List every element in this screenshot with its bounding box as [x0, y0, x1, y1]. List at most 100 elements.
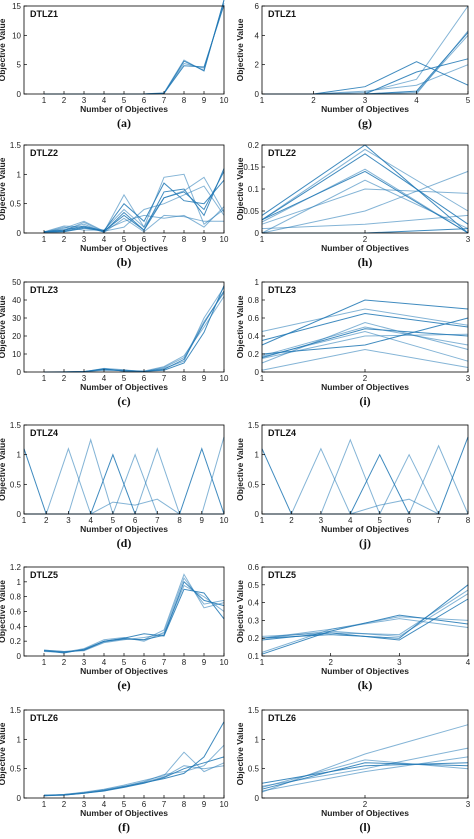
series-line-2 [261, 747, 469, 787]
y-tick-label: 4 [255, 31, 260, 40]
x-tick-label: 9 [202, 658, 207, 667]
y-tick-label: 1 [17, 578, 22, 587]
x-tick-label: 2 [363, 235, 368, 244]
y-tick-label: 2 [255, 61, 260, 70]
x-tick-label: 2 [62, 235, 67, 244]
chart-panel-3: 1 2 3 4 5 6 7 8 9 10 0 0.5 1 1.5 DTLZ2 Number of Object… [0, 141, 229, 269]
series-line-4 [44, 285, 225, 373]
y-tick-label: 0.6 [248, 563, 260, 572]
series-line-8 [261, 170, 469, 234]
panel-title: DTLZ1 [30, 9, 58, 19]
series-line-3 [261, 326, 469, 357]
x-tick-label: 6 [133, 516, 138, 525]
x-axis-label: Number of Objectives [80, 243, 168, 253]
y-tick-label: 0.5 [10, 765, 22, 774]
x-tick-label: 6 [142, 374, 147, 383]
series-line-2 [262, 34, 469, 95]
y-tick-label: 1.5 [10, 141, 22, 150]
y-tick-label: 0.4 [248, 599, 260, 608]
y-tick-label: 5 [17, 61, 22, 70]
plot-frame [261, 424, 469, 515]
x-tick-label: 6 [142, 235, 147, 244]
y-tick-label: 0.6 [248, 314, 260, 323]
y-axis-label: Objective Value [235, 157, 245, 220]
y-tick-label: 0.4 [248, 332, 260, 341]
y-tick-label: 1.5 [10, 706, 22, 715]
x-tick-label: 7 [162, 96, 167, 105]
series-line-9 [261, 321, 469, 364]
x-tick-label: 6 [142, 800, 147, 809]
series-line-6 [261, 188, 469, 225]
series-line-2 [43, 744, 225, 796]
x-tick-label: 5 [122, 800, 127, 809]
plot-frame [23, 144, 225, 234]
series-line-4 [262, 453, 468, 515]
series-line-8 [43, 176, 225, 233]
y-tick-label: 0.6 [10, 608, 22, 617]
x-tick-label: 3 [82, 96, 87, 105]
chart-panel-11: 1 2 3 4 5 6 7 8 9 10 0 0.5 1 1.5 DTLZ6 Number of Object… [0, 706, 229, 834]
y-tick-label: 50 [12, 278, 21, 287]
x-tick-label: 2 [328, 658, 333, 667]
panel-title: DTLZ3 [30, 285, 58, 295]
y-tick-label: 1 [17, 735, 22, 744]
chart-panel-9: 1 2 3 4 5 6 7 8 9 10 0 0.2 0.4 0.6 0.8 1 1.2 DTLZ5 Number … [0, 563, 229, 692]
y-axis-label: Objective Value [0, 580, 7, 643]
y-axis-label: Objective Value [235, 580, 245, 643]
x-tick-label: 2 [62, 96, 67, 105]
panel-title: DTLZ5 [268, 570, 296, 580]
x-tick-label: 6 [142, 658, 147, 667]
x-tick-label: 3 [466, 235, 471, 244]
y-tick-label: 0.5 [248, 581, 260, 590]
x-tick-label: 2 [363, 374, 368, 383]
panel-title: DTLZ4 [30, 428, 58, 438]
y-tick-label: 0 [17, 510, 22, 519]
x-axis-label: Number of Objectives [321, 104, 409, 114]
x-tick-label: 4 [102, 658, 107, 667]
y-tick-label: 0 [17, 368, 22, 377]
series-line-3 [262, 5, 469, 95]
x-tick-label: 3 [82, 374, 87, 383]
x-tick-label: 8 [182, 96, 187, 105]
x-tick-label: 1 [260, 96, 265, 105]
x-axis-label: Number of Objectives [321, 666, 409, 676]
panel-caption: (f) [118, 820, 130, 834]
x-tick-label: 2 [311, 96, 316, 105]
panel-caption: (g) [358, 116, 372, 130]
series-line-2 [261, 330, 469, 362]
y-tick-label: 0.1 [248, 185, 260, 194]
x-tick-label: 4 [348, 516, 353, 525]
x-tick-label: 1 [260, 516, 265, 525]
series-line-4 [261, 762, 469, 784]
x-tick-label: 1 [260, 658, 265, 667]
x-tick-label: 7 [436, 516, 441, 525]
x-tick-label: 5 [122, 96, 127, 105]
x-tick-label: 2 [62, 374, 67, 383]
series-line-2 [261, 168, 469, 234]
series-line-3 [261, 724, 469, 793]
chart-panel-5: 1 2 3 4 5 6 7 8 9 10 0 10 20 30 40 50 DTLZ3 Number of Obj… [0, 278, 229, 408]
series-line-1 [43, 171, 225, 233]
chart-panel-6: 1 2 3 0 0.2 0.4 0.6 0.8 1 DTLZ3 Number of Objectiv… [235, 278, 471, 408]
y-tick-label: 1 [255, 735, 260, 744]
x-tick-label: 9 [202, 800, 207, 809]
x-tick-label: 2 [62, 658, 67, 667]
series-line-6 [24, 447, 224, 515]
y-tick-label: 0.8 [248, 296, 260, 305]
y-tick-label: 0.15 [243, 163, 259, 172]
y-tick-label: 0.2 [10, 637, 22, 646]
series-line-5 [261, 616, 469, 653]
series-line-3 [43, 577, 225, 653]
x-tick-label: 8 [182, 800, 187, 809]
series-line-5 [261, 759, 469, 788]
x-tick-label: 3 [66, 516, 71, 525]
x-tick-label: 5 [122, 658, 127, 667]
x-tick-label: 4 [102, 235, 107, 244]
x-axis-label: Number of Objectives [80, 524, 168, 534]
x-tick-label: 7 [162, 658, 167, 667]
series-line-2 [24, 447, 224, 515]
x-tick-label: 5 [377, 516, 382, 525]
series-line-8 [261, 333, 469, 359]
series-line-7 [261, 153, 469, 225]
x-tick-label: 8 [177, 516, 182, 525]
